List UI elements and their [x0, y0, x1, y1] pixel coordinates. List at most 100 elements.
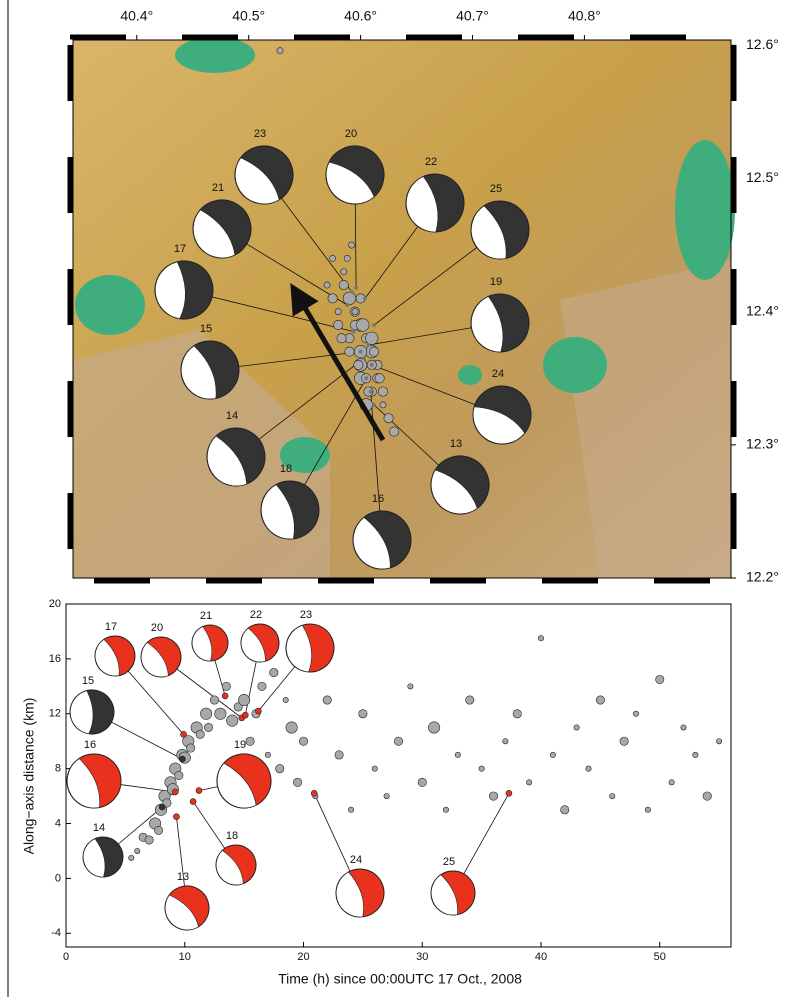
- focal-mechanism: [94, 635, 136, 677]
- mechanism-label: 21: [212, 182, 224, 194]
- focal-mechanism: [216, 753, 272, 809]
- y-tick-label: 12.5°: [746, 169, 779, 185]
- focal-mechanism: [234, 145, 294, 205]
- beachball-dilatation: [82, 838, 106, 878]
- earthquake: [369, 346, 380, 357]
- focal-mechanism: [430, 455, 490, 515]
- earthquake: [585, 765, 592, 772]
- mechanism-label: 21: [200, 610, 212, 622]
- earthquake: [322, 695, 332, 705]
- mechanism-event: [361, 356, 366, 361]
- beachball-dilatation: [207, 435, 247, 487]
- focal-mechanism: [154, 260, 214, 320]
- earthquake: [334, 750, 344, 760]
- earthquake: [340, 268, 348, 276]
- x-tick-label: 40.5°: [232, 8, 265, 24]
- mechanism-event: [255, 707, 262, 715]
- mechanism-event: [345, 303, 350, 308]
- beachball-dilatation: [216, 762, 257, 809]
- earthquake: [371, 765, 378, 772]
- earthquake: [644, 806, 651, 813]
- beachball-dilatation: [325, 161, 375, 205]
- earthquake: [537, 635, 544, 642]
- mechanism-label: 16: [84, 739, 96, 751]
- mechanism-label: 13: [450, 438, 462, 450]
- earthquake: [358, 709, 368, 719]
- beachball-dilatation: [193, 209, 236, 259]
- focal-mechanism: [430, 870, 476, 916]
- beachball-dilatation: [69, 690, 94, 735]
- y-tick-label: 0: [55, 872, 61, 884]
- earthquake: [174, 770, 184, 780]
- x-tick-label: 0: [63, 951, 69, 963]
- mechanism-event: [354, 285, 359, 290]
- mechanism-event: [195, 787, 203, 794]
- earthquake: [374, 373, 385, 384]
- focal-mechanism: [180, 340, 240, 400]
- beachball-dilatation: [155, 261, 186, 320]
- mechanism-event: [189, 798, 197, 805]
- mechanism-event: [351, 329, 356, 334]
- earthquake: [560, 805, 570, 815]
- earthquake: [383, 793, 390, 800]
- x-tick-label: 40.6°: [344, 8, 377, 24]
- beachball-dilatation: [140, 642, 169, 678]
- mechanism-label: 25: [490, 183, 502, 195]
- earthquake: [428, 721, 441, 734]
- earthquake: [356, 318, 370, 332]
- mechanism-event: [368, 389, 373, 394]
- earthquake: [226, 714, 239, 727]
- highland: [280, 437, 330, 473]
- earthquake: [680, 724, 687, 731]
- highland: [458, 365, 482, 385]
- earthquake: [619, 736, 629, 746]
- x-axis-label: Time (h) since 00:00UTC 17 Oct., 2008: [278, 971, 522, 987]
- earthquake: [342, 291, 357, 305]
- mechanism-event: [242, 711, 249, 719]
- earthquake: [344, 346, 355, 357]
- map-frame: [72, 39, 732, 579]
- focal-mechanism: [69, 689, 115, 735]
- mechanism-label: 20: [151, 622, 163, 634]
- y-tick-label: 12.6°: [746, 36, 779, 52]
- earthquake: [363, 386, 374, 397]
- mechanism-event: [179, 755, 186, 763]
- mechanism-label: 17: [105, 621, 117, 633]
- beachball-dilatation: [261, 484, 295, 540]
- focal-mechanism: [352, 510, 412, 570]
- earthquake: [214, 707, 227, 720]
- focal-mechanism: [82, 836, 124, 878]
- mechanism-event: [349, 289, 354, 294]
- mechanism-label: 18: [280, 463, 292, 475]
- x-tick-label: 40.4°: [120, 8, 153, 24]
- beachball-dilatation: [191, 626, 213, 662]
- beachball-dilatation: [472, 406, 526, 445]
- beachball-dilatation: [406, 176, 439, 233]
- beachball-dilatation: [430, 874, 458, 916]
- mechanism-label: 15: [200, 323, 212, 335]
- earthquake: [269, 668, 279, 678]
- earthquake: [632, 710, 639, 717]
- spreading-arrow: [290, 283, 386, 442]
- mechanism-event: [158, 803, 166, 811]
- mechanism-event: [372, 402, 377, 407]
- earthquake: [264, 751, 271, 758]
- mechanism-event: [171, 788, 179, 796]
- x-tick-label: 40.7°: [456, 8, 489, 24]
- earthquake: [233, 702, 243, 712]
- mechanism-label: 17: [174, 243, 186, 255]
- mechanism-label: 23: [300, 609, 312, 621]
- mechanism-label: 14: [93, 822, 105, 834]
- highland: [675, 140, 735, 280]
- focal-mechanism: [192, 199, 252, 259]
- earthquake: [323, 281, 331, 289]
- mechanism-label: 24: [350, 854, 362, 866]
- mechanism-label: 20: [345, 128, 357, 140]
- earthquake: [245, 736, 255, 746]
- highland: [543, 337, 607, 393]
- earthquake: [195, 729, 205, 739]
- beachball-dilatation: [471, 296, 504, 353]
- focal-mechanism: [470, 293, 530, 353]
